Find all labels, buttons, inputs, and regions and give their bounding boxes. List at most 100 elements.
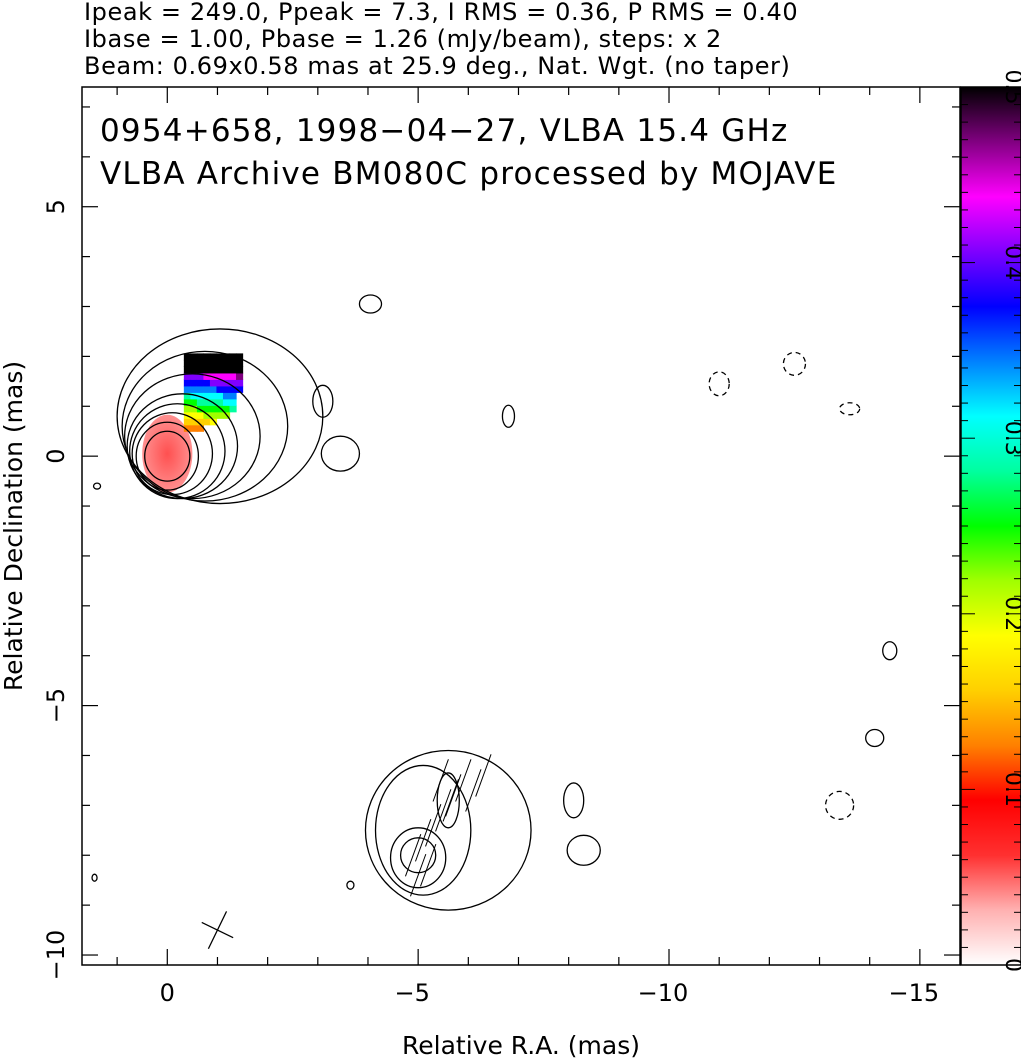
polarization-pixel xyxy=(190,405,198,413)
y-tick-label: −5 xyxy=(42,688,70,723)
polarization-pixel xyxy=(216,398,224,406)
polarization-pixel xyxy=(236,379,244,387)
x-tick-label: 0 xyxy=(160,979,175,1007)
polarization-pixel xyxy=(203,372,211,380)
y-tick-label: −10 xyxy=(42,930,70,981)
contour-layer xyxy=(91,294,898,950)
polarization-pixel xyxy=(196,405,205,413)
polarization-pixel xyxy=(183,418,191,426)
contour-blob xyxy=(566,834,601,866)
x-tick-label: −5 xyxy=(394,979,429,1007)
axis-ticks: 0 −5 −10 −15 −10 −5 0 5 xyxy=(42,87,960,1007)
polarization-pixel xyxy=(229,385,237,393)
colorbar-tick-label: 0.2 xyxy=(1000,596,1021,631)
y-tick-label: 0 xyxy=(42,449,70,464)
polarization-pixel xyxy=(216,353,224,361)
polarization-pixel xyxy=(222,372,231,380)
polarization-pixel xyxy=(183,379,191,387)
polarization-pixel xyxy=(216,405,224,413)
contour-jet xyxy=(389,827,447,889)
polarization-pixel xyxy=(229,366,237,374)
polarization-pixel xyxy=(183,359,191,367)
polarization-pixel xyxy=(222,353,231,361)
polarization-pixel xyxy=(196,424,205,432)
polarization-pixel xyxy=(209,405,218,413)
colorbar-tick-label: 0 xyxy=(1000,958,1021,972)
colorbar xyxy=(961,87,1021,965)
polarization-pixel xyxy=(216,372,224,380)
header-line-1: Ipeak = 249.0, Ppeak = 7.3, I RMS = 0.36… xyxy=(84,0,799,26)
polarization-pixel xyxy=(203,385,211,393)
polarization-pixel xyxy=(209,379,218,387)
polarization-pixel xyxy=(209,385,218,393)
colorbar-tick-label: 0.5 xyxy=(1000,70,1021,105)
polarization-vector xyxy=(455,759,472,802)
chart-title-line-1: 0954+658, 1998−04−27, VLBA 15.4 GHz xyxy=(100,113,788,149)
polarization-pixel xyxy=(190,359,198,367)
plot-frame xyxy=(81,86,961,966)
y-axis-label: Relative Declination (mas) xyxy=(0,361,28,691)
contour-blob xyxy=(865,728,885,748)
polarization-pixel xyxy=(203,353,211,361)
contour-negative xyxy=(838,402,861,416)
polarization-pixel xyxy=(236,353,244,361)
contour-blob xyxy=(882,641,898,661)
contour-blob xyxy=(346,880,355,890)
polarization-vector xyxy=(442,779,459,822)
contour-core xyxy=(144,430,191,482)
x-tick-label: −10 xyxy=(638,979,689,1007)
polarization-pixel xyxy=(209,418,218,426)
polarization-pixel xyxy=(222,359,231,367)
polarization-pixel xyxy=(222,405,231,413)
polarization-pixel xyxy=(236,385,244,393)
contour-jet xyxy=(436,772,460,829)
polarization-vector xyxy=(475,754,492,797)
polarization-pixel xyxy=(229,392,237,400)
polarization-pixel xyxy=(183,372,191,380)
polarization-pixel xyxy=(196,379,205,387)
polarization-pixel xyxy=(222,366,231,374)
contour-negative xyxy=(824,790,855,820)
polarization-pixel xyxy=(236,366,244,374)
polarization-pixel xyxy=(229,379,237,387)
polarization-pixel xyxy=(183,392,191,400)
polarization-pixel xyxy=(222,398,231,406)
contour-core xyxy=(116,328,324,505)
polarization-pixel xyxy=(190,392,198,400)
polarization-vector xyxy=(420,843,437,887)
polarization-pixel xyxy=(216,379,224,387)
polarization-pixel xyxy=(216,359,224,367)
polarization-pixel xyxy=(236,372,244,380)
y-tick-label: 5 xyxy=(42,199,70,214)
polarization-pixel xyxy=(190,385,198,393)
polarization-pixel xyxy=(196,372,205,380)
colorbar-tick-label: 0.1 xyxy=(1000,772,1021,807)
contour-blob xyxy=(320,435,361,472)
polarization-pixel xyxy=(222,392,231,400)
polarization-pixel xyxy=(183,385,191,393)
polarization-pixel xyxy=(209,411,218,419)
x-axis-label: Relative R.A. (mas) xyxy=(402,1031,640,1060)
contour-jet xyxy=(374,764,472,896)
contour-blob xyxy=(358,294,383,314)
polarization-pixel xyxy=(183,398,191,406)
polarization-pixel xyxy=(203,411,211,419)
contour-blob xyxy=(501,404,516,428)
colorbar-ticks: 0 0.1 0.2 0.3 0.4 0.5 xyxy=(961,70,1021,972)
polarization-pixel xyxy=(190,353,198,361)
polarization-pixel xyxy=(190,411,198,419)
contour-blob xyxy=(91,873,98,882)
polarization-pixel xyxy=(236,359,244,367)
polarization-pixel xyxy=(183,424,191,432)
polarization-vector xyxy=(465,769,482,812)
polarization-pixel xyxy=(196,411,205,419)
polarization-vector xyxy=(445,774,462,817)
polarization-pixel xyxy=(203,379,211,387)
polarization-pixel xyxy=(229,353,237,361)
polarization-pixel xyxy=(183,405,191,413)
polarization-pixel xyxy=(229,405,237,413)
polarization-pixel xyxy=(203,398,211,406)
contour-blob xyxy=(562,782,585,819)
polarization-pixel xyxy=(222,385,231,393)
